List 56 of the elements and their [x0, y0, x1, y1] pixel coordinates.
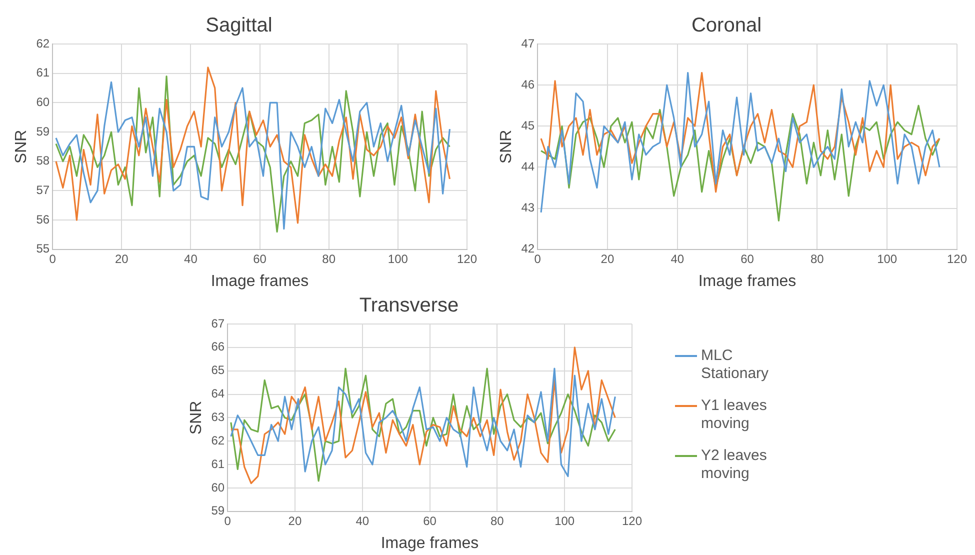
x-tick-label: 0	[534, 252, 542, 266]
x-axis-title: Image frames	[698, 272, 796, 290]
y-tick-label: 58	[36, 154, 50, 168]
x-tick-label: 0	[224, 514, 232, 528]
x-tick-label: 0	[49, 252, 56, 266]
y-tick-label: 45	[521, 118, 535, 132]
y-tick-label: 67	[211, 316, 225, 330]
legend-label: MLC Stationary	[701, 346, 770, 382]
y-tick-label: 47	[521, 36, 535, 50]
x-tick-label: 100	[388, 252, 408, 266]
y-tick-label: 55	[36, 242, 50, 256]
x-tick-label: 80	[810, 252, 824, 266]
x-tick-label: 80	[322, 252, 336, 266]
y-tick-label: 60	[211, 480, 225, 494]
x-axis-title: Image frames	[380, 534, 479, 552]
y-tick-label: 44	[521, 160, 535, 174]
y-axis-title: SNR	[188, 400, 206, 435]
y-tick-label: 66	[211, 340, 225, 354]
y-tick-label: 61	[36, 66, 50, 80]
y-tick-label: 62	[211, 433, 225, 448]
y-axis-title: SNR	[13, 130, 30, 164]
x-tick-label: 120	[456, 252, 478, 266]
y-tick-label: 61	[211, 456, 225, 471]
legend-label: Y1 leaves moving	[701, 396, 768, 432]
y-tick-label: 42	[521, 242, 535, 256]
y-tick-label: 63	[211, 410, 225, 424]
x-tick-label: 40	[184, 252, 198, 266]
x-tick-label: 120	[622, 514, 642, 528]
legend-label: Y2 leaves moving	[701, 446, 768, 482]
x-tick-label: 120	[946, 252, 968, 266]
y-tick-label: 64	[211, 386, 225, 401]
y-tick-label: 60	[36, 95, 50, 109]
x-tick-label: 60	[423, 514, 437, 528]
x-tick-label: 40	[670, 252, 684, 266]
y-tick-label: 59	[211, 504, 225, 518]
y-tick-label: 59	[36, 124, 50, 138]
x-tick-label: 60	[740, 252, 754, 266]
x-tick-label: 40	[356, 514, 370, 528]
x-tick-label: 20	[114, 252, 129, 266]
y-tick-label: 43	[521, 200, 535, 215]
y-tick-label: 65	[211, 363, 225, 378]
x-tick-label: 100	[554, 514, 575, 528]
y-tick-label: 56	[36, 212, 50, 226]
y-tick-label: 62	[36, 36, 50, 50]
y-tick-label: 46	[521, 77, 535, 92]
x-tick-label: 100	[877, 252, 898, 266]
x-tick-label: 80	[490, 514, 504, 528]
chart-title: Sagittal	[206, 14, 272, 37]
chart-title: Transverse	[359, 294, 459, 317]
x-tick-label: 20	[600, 252, 614, 266]
y-tick-label: 57	[36, 183, 50, 198]
x-tick-label: 60	[253, 252, 267, 266]
x-axis-title: Image frames	[210, 272, 309, 290]
x-tick-label: 20	[288, 514, 302, 528]
y-axis-title: SNR	[498, 130, 516, 164]
chart-title: Coronal	[691, 14, 762, 37]
